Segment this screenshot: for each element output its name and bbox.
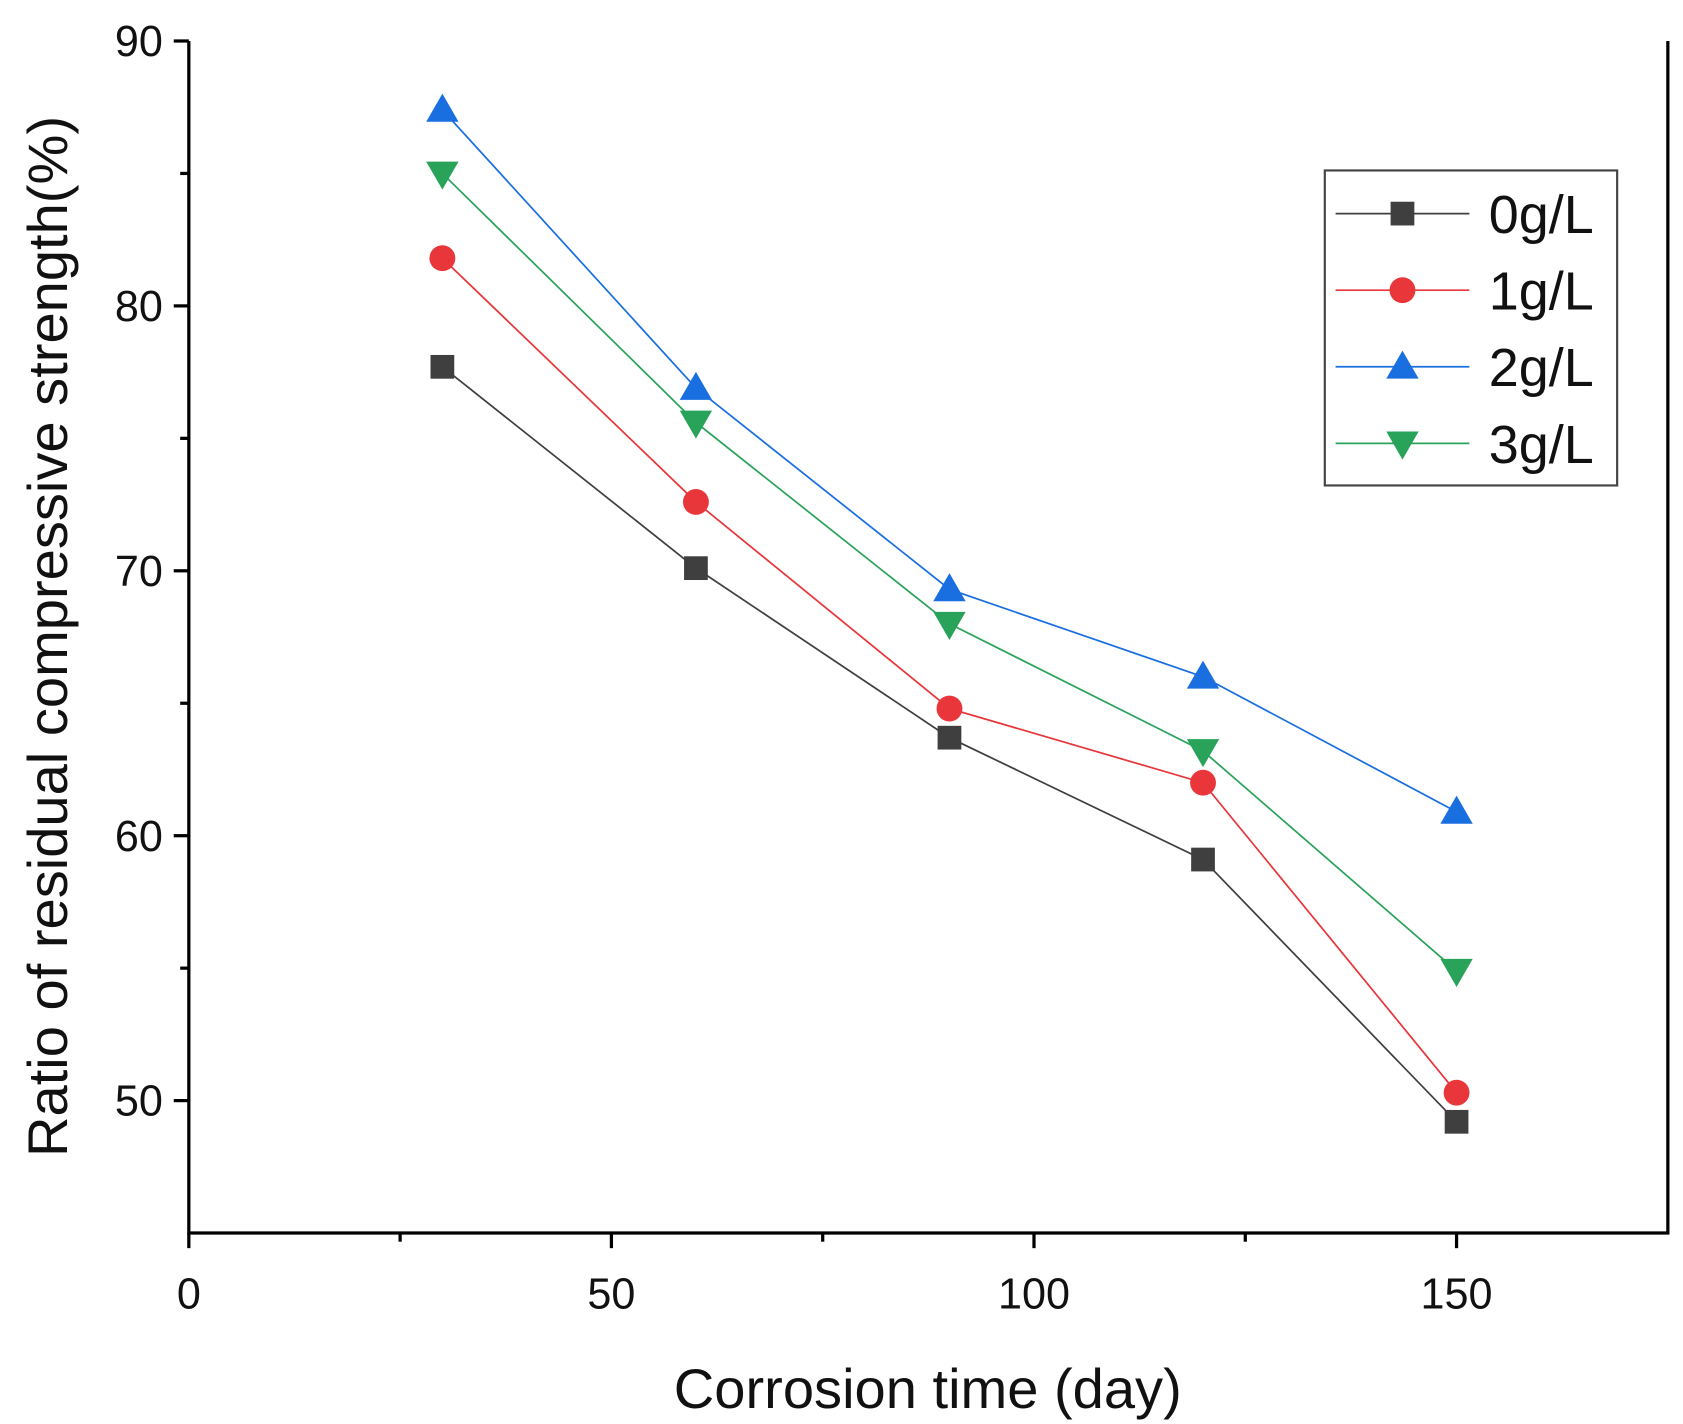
legend-marker	[1390, 201, 1415, 226]
legend-label: 3g/L	[1489, 415, 1594, 475]
axes	[187, 40, 1670, 1235]
x-tick-label: 0	[177, 1271, 201, 1319]
y-tick-label: 70	[115, 548, 163, 596]
y-tick-label: 80	[115, 283, 163, 331]
x-tick-label: 150	[1421, 1271, 1493, 1319]
data-point	[679, 371, 713, 400]
data-point	[684, 556, 708, 581]
data-point	[1186, 739, 1220, 768]
data-point	[430, 354, 455, 379]
data-point	[1443, 1079, 1470, 1106]
data-point	[679, 410, 713, 439]
data-point	[682, 488, 709, 515]
axis-frame	[187, 40, 1670, 1235]
legend: 0g/L 1g/L 2g/L 3g/L	[1323, 169, 1619, 487]
data-point	[936, 695, 963, 722]
series-markers	[426, 93, 1473, 1134]
data-point	[1190, 769, 1216, 796]
series-line-1g/L	[441, 257, 1458, 1094]
y-tick-label: 50	[115, 1078, 163, 1126]
data-point	[933, 611, 966, 640]
data-point	[1440, 795, 1473, 824]
y-axis-label: Ratio of residual compressive strength(%…	[16, 116, 79, 1157]
x-tick-label: 50	[587, 1271, 635, 1319]
x-tick-label: 100	[998, 1271, 1070, 1319]
legend-label: 0g/L	[1489, 185, 1594, 245]
data-point	[426, 93, 459, 122]
data-point	[1186, 660, 1220, 689]
data-point	[1191, 847, 1215, 872]
y-tick-label: 90	[115, 18, 163, 66]
data-point	[1440, 958, 1473, 987]
legend-marker	[1389, 277, 1416, 304]
legend-label: 1g/L	[1489, 262, 1594, 322]
legend-marker	[1386, 431, 1419, 460]
data-point	[1444, 1109, 1469, 1134]
legend-label: 2g/L	[1489, 338, 1594, 398]
legend-box	[1323, 169, 1619, 487]
series-line-3g/L	[441, 172, 1458, 972]
x-axis-label: Corrosion time (day)	[674, 1357, 1182, 1420]
data-point	[429, 245, 456, 272]
y-tick-label: 60	[115, 813, 163, 861]
ticks: 0 50 100 150 50 60 70 80 90	[115, 18, 1493, 1318]
data-point	[933, 573, 966, 602]
legend-marker	[1386, 350, 1419, 379]
data-point	[426, 161, 459, 190]
data-point	[937, 725, 962, 750]
